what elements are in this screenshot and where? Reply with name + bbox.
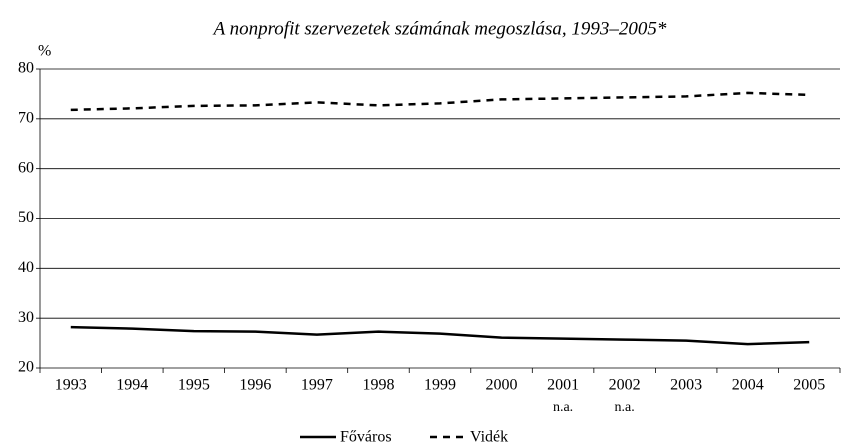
- x-tick-label: 1997: [301, 377, 333, 394]
- x-sublabel: n.a.: [615, 400, 635, 415]
- y-tick-label: 40: [18, 259, 34, 276]
- y-axis-label: %: [38, 43, 51, 60]
- x-tick-label: 1994: [116, 377, 148, 394]
- series-line: [70, 325, 810, 346]
- legend-label: Vidék: [470, 429, 508, 446]
- x-tick-label: 2002: [609, 377, 641, 394]
- y-tick-label: 80: [18, 60, 34, 77]
- x-sublabel: n.a.: [553, 400, 573, 415]
- y-tick-label: 30: [18, 309, 34, 326]
- y-tick-label: 20: [18, 359, 34, 376]
- legend-label: Főváros: [340, 429, 392, 446]
- x-tick-label: 1996: [239, 377, 271, 394]
- y-tick-label: 70: [18, 110, 34, 127]
- series-line: [70, 91, 810, 112]
- x-tick-label: 2000: [486, 377, 518, 394]
- x-tick-label: 1995: [178, 377, 210, 394]
- chart-title: A nonprofit szervezetek számának megoszl…: [212, 18, 667, 39]
- x-tick-label: 1993: [55, 377, 87, 394]
- x-tick-label: 2004: [732, 377, 764, 394]
- x-tick-label: 1998: [362, 377, 394, 394]
- x-tick-label: 2003: [670, 377, 702, 394]
- x-tick-label: 2001: [547, 377, 579, 394]
- y-tick-label: 60: [18, 159, 34, 176]
- x-tick-label: 1999: [424, 377, 456, 394]
- x-tick-label: 2005: [793, 377, 825, 394]
- y-tick-label: 50: [18, 209, 34, 226]
